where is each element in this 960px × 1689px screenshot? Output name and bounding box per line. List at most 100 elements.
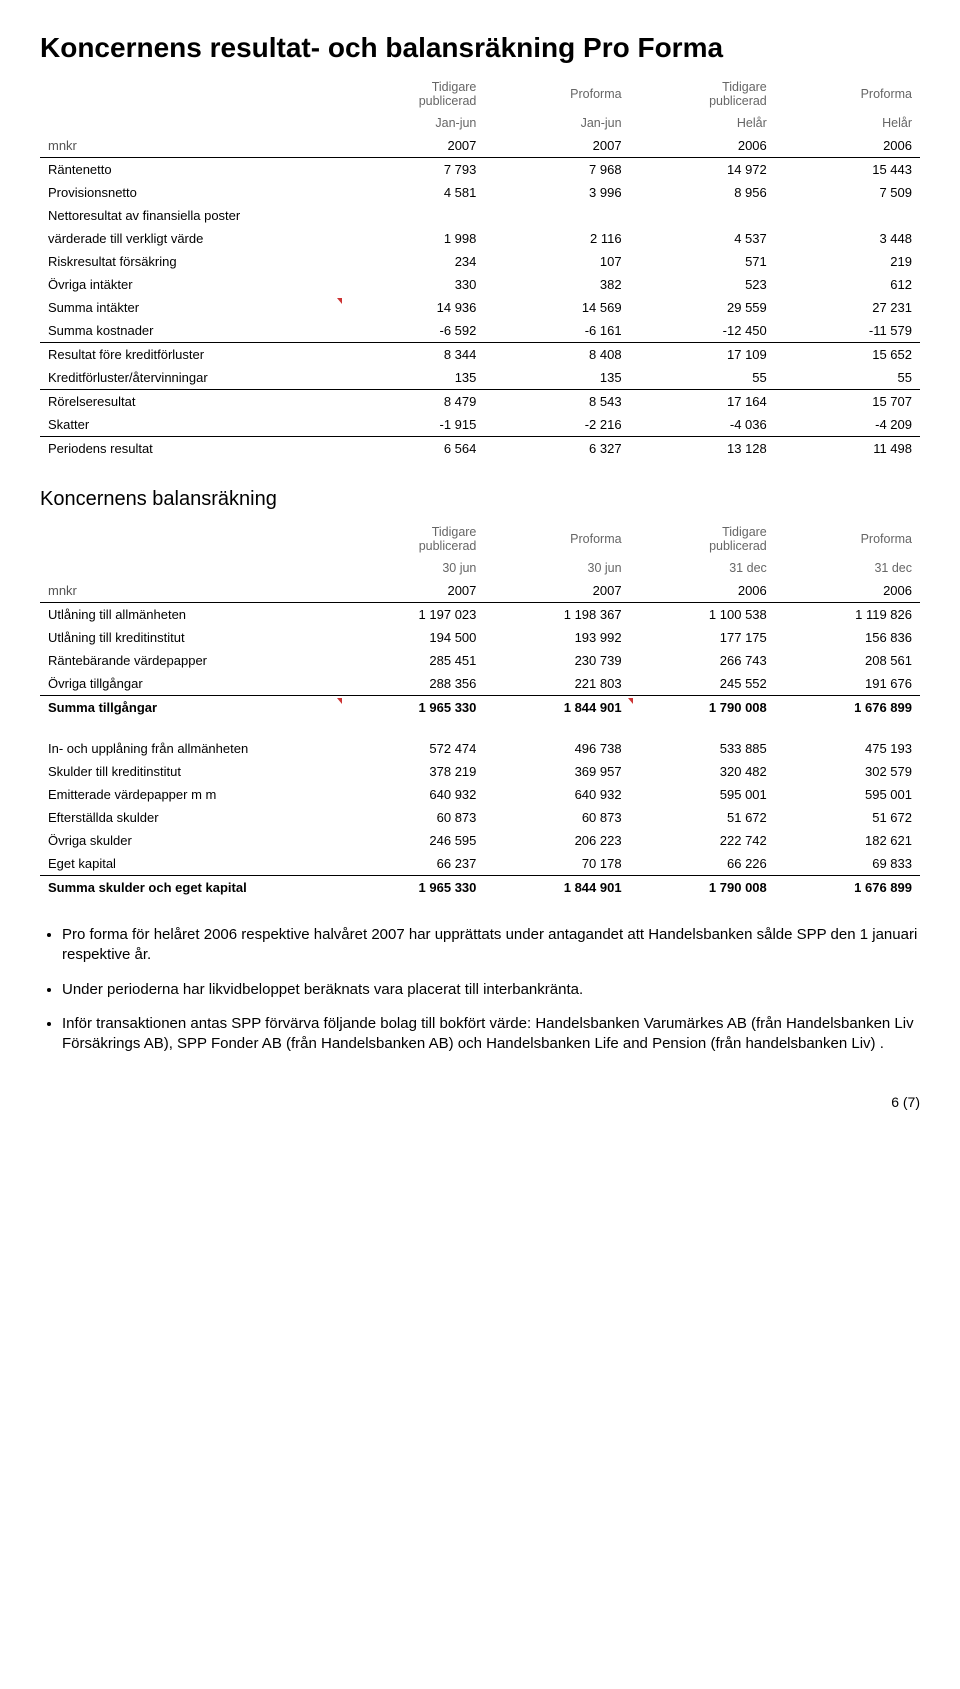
row-label: Summa skulder och eget kapital [40,876,339,900]
table-cell: 378 219 [339,760,484,783]
table-cell: 194 500 [339,626,484,649]
table-cell: 60 873 [484,806,629,829]
year-header: mnkr [40,134,339,158]
row-label: Kreditförluster/återvinningar [40,366,339,390]
table-cell: 27 231 [775,296,920,319]
table-cell: 14 972 [630,158,775,182]
table-cell: 15 707 [775,390,920,414]
table-cell: 1 676 899 [775,696,920,720]
table-cell: 182 621 [775,829,920,852]
table-cell [775,204,920,227]
column-header: Tidigarepublicerad [339,521,484,557]
year-header: 2006 [630,579,775,603]
row-label: Övriga skulder [40,829,339,852]
table-cell: 1 197 023 [339,603,484,627]
table-cell: 135 [484,366,629,390]
row-label: Emitterade värdepapper m m [40,783,339,806]
table-cell: 208 561 [775,649,920,672]
table-cell: 1 965 330 [339,696,484,720]
table-cell: 234 [339,250,484,273]
table-cell: 7 968 [484,158,629,182]
row-label: Rörelseresultat [40,390,339,414]
column-header: Tidigarepublicerad [339,76,484,112]
table-cell: 193 992 [484,626,629,649]
table-cell: 66 237 [339,852,484,876]
table-cell: 523 [630,273,775,296]
table-cell: 15 443 [775,158,920,182]
table-cell: 1 844 901 [484,696,629,720]
column-subheader: 31 dec [630,557,775,579]
table-cell: -2 216 [484,413,629,437]
list-item: Pro forma för helåret 2006 respektive ha… [62,925,920,966]
row-label: Summa kostnader [40,319,339,343]
row-label: Skulder till kreditinstitut [40,760,339,783]
column-subheader [40,557,339,579]
table-cell: 572 474 [339,737,484,760]
income-table: TidigarepubliceradProformaTidigarepublic… [40,76,920,460]
row-label: värderade till verkligt värde [40,227,339,250]
table-cell [339,204,484,227]
table-cell: 1 790 008 [630,696,775,720]
table-cell: 571 [630,250,775,273]
table-cell: 55 [630,366,775,390]
table-cell: 17 109 [630,343,775,367]
table-cell: 3 448 [775,227,920,250]
column-subheader: Jan-jun [339,112,484,134]
page-title: Koncernens resultat- och balansräkning P… [40,32,920,64]
row-label: Periodens resultat [40,437,339,461]
balance-table: TidigarepubliceradProformaTidigarepublic… [40,521,920,899]
table-cell: 15 652 [775,343,920,367]
table-cell: 219 [775,250,920,273]
table-cell: 13 128 [630,437,775,461]
column-header: Tidigarepublicerad [630,521,775,557]
table-cell: -6 161 [484,319,629,343]
table-cell: 191 676 [775,672,920,696]
table-cell: 156 836 [775,626,920,649]
row-label: Provisionsnetto [40,181,339,204]
column-header: Proforma [484,76,629,112]
table-cell [484,204,629,227]
table-cell: -12 450 [630,319,775,343]
table-cell: 3 996 [484,181,629,204]
table-cell: 177 175 [630,626,775,649]
table-cell: 11 498 [775,437,920,461]
table-cell: 51 672 [775,806,920,829]
table-cell: 14 936 [339,296,484,319]
bullet-list: Pro forma för helåret 2006 respektive ha… [40,925,920,1054]
year-header: 2006 [630,134,775,158]
table-cell: 55 [775,366,920,390]
table-cell: 1 198 367 [484,603,629,627]
column-header [40,521,339,557]
column-subheader: Jan-jun [484,112,629,134]
table-cell: 230 739 [484,649,629,672]
table-cell: 612 [775,273,920,296]
row-label: Eget kapital [40,852,339,876]
year-header: 2007 [339,579,484,603]
table-cell: 1 965 330 [339,876,484,900]
column-header [40,76,339,112]
page-number: 6 (7) [40,1094,920,1110]
table-cell: 6 564 [339,437,484,461]
column-subheader: Helår [630,112,775,134]
year-header: 2007 [484,134,629,158]
table-cell: -1 915 [339,413,484,437]
year-header: 2006 [775,134,920,158]
table-cell: 8 479 [339,390,484,414]
table-cell: 245 552 [630,672,775,696]
row-label: Utlåning till allmänheten [40,603,339,627]
table-cell: 60 873 [339,806,484,829]
list-item: Inför transaktionen antas SPP förvärva f… [62,1014,920,1055]
table-cell: 285 451 [339,649,484,672]
table-cell: 8 956 [630,181,775,204]
column-subheader: 31 dec [775,557,920,579]
table-cell: -11 579 [775,319,920,343]
table-cell: 222 742 [630,829,775,852]
column-subheader: Helår [775,112,920,134]
table-cell: 2 116 [484,227,629,250]
table-cell: 69 833 [775,852,920,876]
table-cell: 4 581 [339,181,484,204]
table-cell: 640 932 [339,783,484,806]
table-cell: 8 344 [339,343,484,367]
table-cell: 8 543 [484,390,629,414]
row-label: Räntebärande värdepapper [40,649,339,672]
